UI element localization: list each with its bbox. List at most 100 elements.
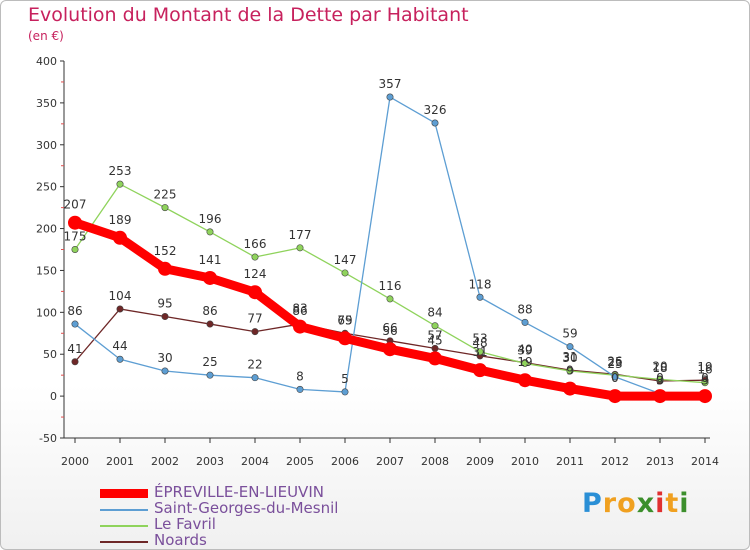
data-point xyxy=(293,319,307,334)
data-label: 196 xyxy=(199,212,222,226)
data-label: 189 xyxy=(109,213,132,227)
data-label: 116 xyxy=(379,279,402,293)
data-point xyxy=(296,244,304,252)
data-label: 86 xyxy=(202,304,217,318)
data-point xyxy=(656,375,664,383)
data-label: 20 xyxy=(652,359,667,373)
data-label: 22 xyxy=(247,358,262,372)
legend-label: Le Favril xyxy=(154,515,216,533)
data-label: 66 xyxy=(382,321,397,335)
data-label: 5 xyxy=(341,372,349,386)
data-label: 166 xyxy=(244,237,267,251)
x-tick-label: 2001 xyxy=(106,455,134,468)
data-point xyxy=(248,285,262,300)
data-point xyxy=(518,373,532,388)
data-label: 177 xyxy=(289,228,312,242)
x-tick-label: 2007 xyxy=(376,455,404,468)
data-label: 57 xyxy=(427,328,442,342)
data-point xyxy=(113,230,127,245)
x-tick-label: 2010 xyxy=(511,455,539,468)
data-label: 53 xyxy=(472,332,487,346)
data-label: 48 xyxy=(472,336,487,350)
data-point xyxy=(71,320,79,328)
data-label: 3 xyxy=(701,374,709,388)
y-tick-label: 0 xyxy=(50,390,57,403)
data-label: 175 xyxy=(64,230,87,244)
chart-title: Evolution du Montant de la Dette par Hab… xyxy=(28,4,469,26)
data-point xyxy=(431,119,439,127)
data-point xyxy=(476,293,484,301)
data-label: 141 xyxy=(199,253,222,267)
y-tick-label: 50 xyxy=(43,348,57,361)
data-point xyxy=(386,295,394,303)
data-point xyxy=(161,367,169,375)
logo-letter: t xyxy=(665,488,680,519)
data-label: 83 xyxy=(292,302,307,316)
legend-label: ÉPREVILLE-EN-LIEUVIN xyxy=(154,483,324,501)
data-label: 0 xyxy=(611,371,619,385)
data-point xyxy=(116,180,124,188)
data-label: 9 xyxy=(566,364,574,378)
data-point xyxy=(68,215,82,230)
data-label: 59 xyxy=(562,327,577,341)
data-label: 75 xyxy=(337,313,352,327)
data-label: 147 xyxy=(334,253,357,267)
data-point xyxy=(611,373,619,381)
data-label: 19 xyxy=(517,355,532,369)
data-label: 19 xyxy=(697,360,712,374)
data-point xyxy=(653,389,667,404)
data-point xyxy=(521,359,529,367)
x-tick-label: 2000 xyxy=(61,455,89,468)
data-label: 95 xyxy=(157,297,172,311)
data-label: 118 xyxy=(469,277,492,291)
data-label: 30 xyxy=(157,351,172,365)
x-tick-label: 2012 xyxy=(601,455,629,468)
legend-swatch xyxy=(100,489,148,498)
data-point xyxy=(608,389,622,404)
data-point xyxy=(476,348,484,356)
y-tick-label: 250 xyxy=(36,181,57,194)
data-label: 16 xyxy=(697,363,712,377)
data-point xyxy=(383,342,397,357)
legend-swatch xyxy=(100,525,148,527)
data-label: 31 xyxy=(472,345,487,359)
legend-label: Noards xyxy=(154,531,207,549)
data-point xyxy=(473,363,487,378)
data-label: 3 xyxy=(656,374,664,388)
data-point xyxy=(203,270,217,285)
data-point xyxy=(116,305,124,313)
data-label: 86 xyxy=(292,304,307,318)
data-point xyxy=(206,371,214,379)
data-label: 326 xyxy=(424,103,447,117)
legend-label: Saint-Georges-du-Mesnil xyxy=(154,499,339,517)
x-tick-label: 2003 xyxy=(196,455,224,468)
logo-letter: i xyxy=(679,488,690,519)
logo-letter: P xyxy=(582,488,603,519)
data-label: 41 xyxy=(67,342,82,356)
data-point xyxy=(251,253,259,261)
data-point xyxy=(158,261,172,276)
logo-letter: o xyxy=(617,488,637,519)
data-label: 23 xyxy=(607,357,622,371)
data-point xyxy=(71,246,79,254)
data-label: 104 xyxy=(109,289,132,303)
y-tick-label: 350 xyxy=(36,97,57,110)
data-point xyxy=(206,228,214,236)
data-label: 39 xyxy=(517,343,532,357)
x-tick-label: 2002 xyxy=(151,455,179,468)
data-label: 225 xyxy=(154,188,177,202)
y-tick-label: -50 xyxy=(39,432,57,445)
data-label: 357 xyxy=(379,77,402,91)
x-tick-label: 2004 xyxy=(241,455,269,468)
data-label: 31 xyxy=(562,350,577,364)
y-tick-label: 300 xyxy=(36,139,57,152)
data-point xyxy=(161,204,169,212)
data-point xyxy=(386,93,394,101)
data-label: 124 xyxy=(244,267,267,281)
data-label: 207 xyxy=(64,198,87,212)
data-label: 8 xyxy=(296,369,304,383)
data-point xyxy=(566,343,574,351)
data-label: 88 xyxy=(517,302,532,316)
